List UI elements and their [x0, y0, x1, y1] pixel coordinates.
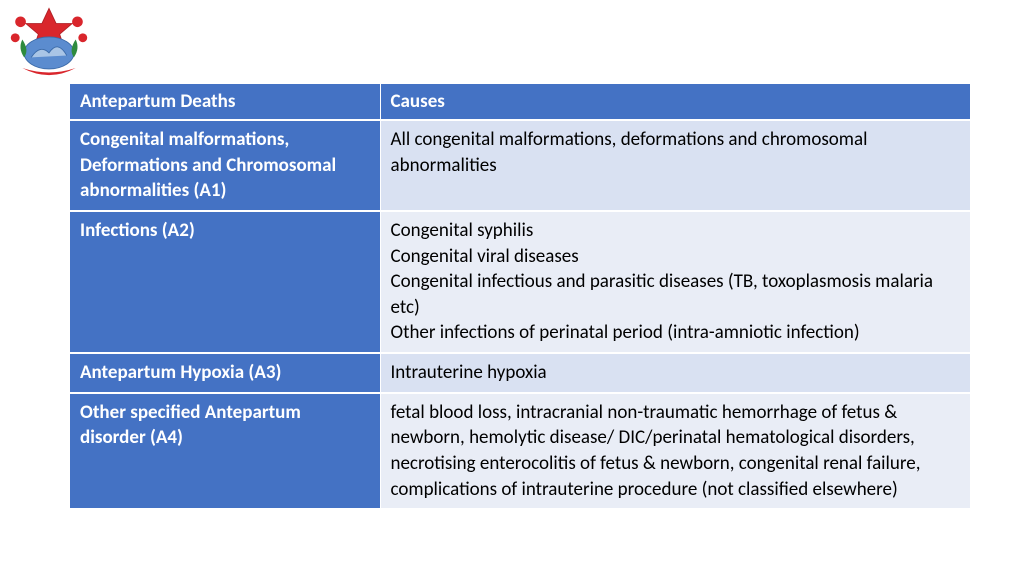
- col-header-causes: Causes: [380, 84, 970, 120]
- row-body: All congenital malformations, deformatio…: [380, 120, 970, 211]
- col-header-deaths: Antepartum Deaths: [70, 84, 380, 120]
- row-body: Intrauterine hypoxia: [380, 353, 970, 393]
- table-header-row: Antepartum Deaths Causes: [70, 84, 970, 120]
- row-body: fetal blood loss, intracranial non-traum…: [380, 393, 970, 510]
- row-label: Infections (A2): [70, 211, 380, 353]
- row-label: Congenital malformations, Deformations a…: [70, 120, 380, 211]
- table-row: Infections (A2) Congenital syphilis Cong…: [70, 211, 970, 353]
- row-label: Other specified Antepartum disorder (A4): [70, 393, 380, 510]
- row-body: Congenital syphilis Congenital viral dis…: [380, 211, 970, 353]
- antepartum-table: Antepartum Deaths Causes Congenital malf…: [70, 84, 971, 510]
- table-row: Other specified Antepartum disorder (A4)…: [70, 393, 970, 510]
- nepal-emblem-icon: [4, 4, 94, 84]
- table-row: Antepartum Hypoxia (A3) Intrauterine hyp…: [70, 353, 970, 393]
- antepartum-table-container: Antepartum Deaths Causes Congenital malf…: [70, 84, 970, 510]
- row-label: Antepartum Hypoxia (A3): [70, 353, 380, 393]
- table-row: Congenital malformations, Deformations a…: [70, 120, 970, 211]
